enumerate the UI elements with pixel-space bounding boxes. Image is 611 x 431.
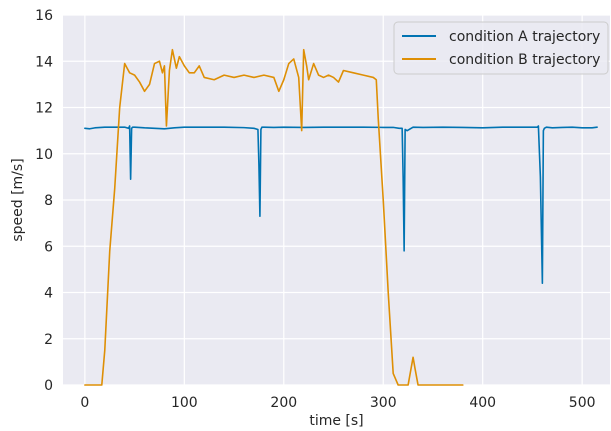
x-tick-label: 200: [270, 395, 297, 411]
legend-label-condition-a: condition A trajectory: [449, 29, 600, 45]
series-layer: [84, 48, 598, 386]
series-line-condition-a: [84, 125, 598, 285]
y-tick-label: 2: [44, 332, 53, 348]
y-tick-label: 0: [44, 378, 53, 394]
grid: [63, 14, 610, 386]
legend: condition A trajectory condition B traje…: [393, 21, 609, 75]
x-tick-label: 500: [569, 395, 596, 411]
y-tick-label: 6: [44, 239, 53, 255]
y-tick-label: 8: [44, 193, 53, 209]
y-tick-label: 4: [44, 286, 53, 302]
x-tick-label: 0: [80, 395, 89, 411]
y-tick-label: 10: [35, 147, 53, 163]
legend-label-condition-b: condition B trajectory: [449, 52, 600, 68]
y-axis-label: speed [m/s]: [10, 158, 26, 241]
y-tick-label: 16: [35, 8, 53, 24]
y-tick-label: 12: [35, 101, 53, 117]
ticks: 0 100 200 300 400 500 0 2 4 6 8 10 12 14 16: [35, 8, 595, 411]
x-tick-label: 400: [469, 395, 496, 411]
x-tick-label: 100: [171, 395, 198, 411]
series-line-condition-b: [84, 48, 464, 386]
x-tick-label: 300: [370, 395, 397, 411]
x-axis-label: time [s]: [309, 413, 363, 429]
y-tick-label: 14: [35, 54, 53, 70]
legend-box: [393, 21, 609, 75]
